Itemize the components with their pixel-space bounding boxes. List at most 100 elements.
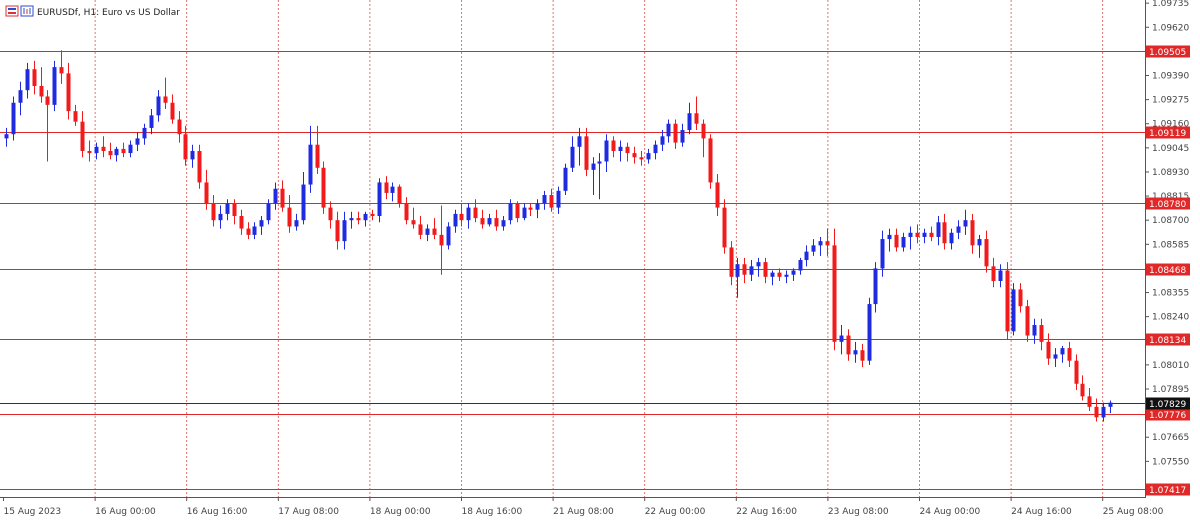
candle-body	[315, 144, 320, 168]
candle	[363, 211, 368, 227]
time-label: 17 Aug 08:00	[278, 507, 339, 517]
candle	[508, 199, 513, 225]
candle	[673, 119, 678, 149]
candle-body	[252, 226, 257, 235]
candle	[715, 174, 720, 216]
candle	[266, 199, 271, 225]
candle	[204, 169, 209, 210]
candle	[197, 144, 202, 189]
candle	[908, 226, 913, 250]
candle	[446, 222, 451, 250]
candle-body	[673, 123, 678, 143]
price-label: 1.09735	[1152, 0, 1189, 9]
candle	[887, 228, 892, 252]
time-label: 21 Aug 08:00	[553, 507, 614, 517]
candle	[577, 127, 582, 166]
candle	[977, 234, 982, 258]
candle	[639, 150, 644, 166]
candle-body	[32, 69, 37, 86]
candle	[163, 77, 168, 110]
candle	[487, 213, 492, 227]
candle	[556, 186, 561, 214]
candle	[694, 96, 699, 131]
candle	[804, 245, 809, 267]
candle	[770, 270, 775, 286]
price-label: 1.08930	[1152, 168, 1189, 178]
candle-body	[1011, 289, 1016, 332]
level-tag-label: 1.09505	[1149, 48, 1186, 58]
price-label: 1.08355	[1152, 289, 1189, 299]
candle	[597, 153, 602, 200]
candle	[722, 199, 727, 254]
candle-body	[183, 134, 188, 160]
level-tag-label: 1.08134	[1149, 336, 1186, 346]
candle	[611, 136, 616, 158]
candle-body	[280, 188, 285, 208]
candle	[335, 211, 340, 250]
candle	[549, 188, 554, 212]
candle	[1032, 318, 1037, 344]
candle	[729, 241, 734, 286]
candle	[294, 213, 299, 231]
candle	[218, 205, 223, 229]
candle-body	[618, 146, 623, 151]
candle	[1074, 354, 1079, 391]
candle	[1094, 398, 1099, 422]
candle	[591, 157, 596, 196]
candle-body	[1080, 383, 1085, 397]
candle	[259, 215, 264, 235]
candle	[404, 197, 409, 225]
candle-body	[473, 207, 478, 219]
candle-body	[735, 264, 740, 277]
time-label: 22 Aug 00:00	[645, 507, 706, 517]
candle-body	[190, 150, 195, 160]
candle	[660, 130, 665, 151]
horizontal-levels[interactable]	[0, 51, 1145, 490]
candle	[632, 146, 637, 164]
candle-body	[135, 138, 140, 145]
candle	[411, 207, 416, 229]
candle-body	[901, 236, 906, 248]
candle	[473, 199, 478, 223]
candle	[708, 134, 713, 189]
candle	[970, 213, 975, 254]
candle	[121, 142, 126, 158]
candle-body	[894, 234, 899, 248]
candle	[1080, 375, 1085, 401]
candle-body	[908, 232, 913, 237]
price-label: 1.09160	[1152, 120, 1189, 130]
candle-body	[501, 220, 506, 227]
candle	[646, 148, 651, 164]
candle	[956, 220, 961, 240]
candle-body	[356, 218, 361, 221]
candle-body	[929, 232, 934, 237]
grid	[94, 0, 1104, 497]
candle	[280, 180, 285, 212]
candle	[991, 257, 996, 288]
candle	[273, 182, 278, 210]
chart-title: EURUSDf, H1: Euro vs US Dollar	[5, 5, 180, 18]
candle-body	[404, 203, 409, 221]
candle	[894, 228, 899, 252]
candle-body	[80, 121, 85, 151]
level-tag	[1146, 126, 1190, 139]
candle-body	[156, 96, 161, 116]
price-axis[interactable]: 1.09735 1.09620 1.09390 1.09275 1.09160 1.090…	[1145, 0, 1189, 467]
candle-body	[101, 146, 106, 151]
candle	[11, 96, 16, 141]
candle	[425, 224, 430, 242]
time-axis[interactable]: 15 Aug 2023 16 Aug 00:00 16 Aug 16:00 17 Au…	[3, 497, 1164, 517]
candle-body	[984, 239, 989, 267]
time-label: 18 Aug 16:00	[462, 507, 523, 517]
candle-body	[370, 213, 375, 216]
candle-body	[660, 136, 665, 145]
candle	[18, 81, 23, 116]
price-label: 1.07895	[1152, 385, 1189, 395]
current-price-tag	[1146, 397, 1190, 410]
current-price-label: 1.07829	[1149, 400, 1186, 410]
candle-body	[804, 251, 809, 261]
candle	[73, 104, 78, 126]
candle	[873, 262, 878, 313]
